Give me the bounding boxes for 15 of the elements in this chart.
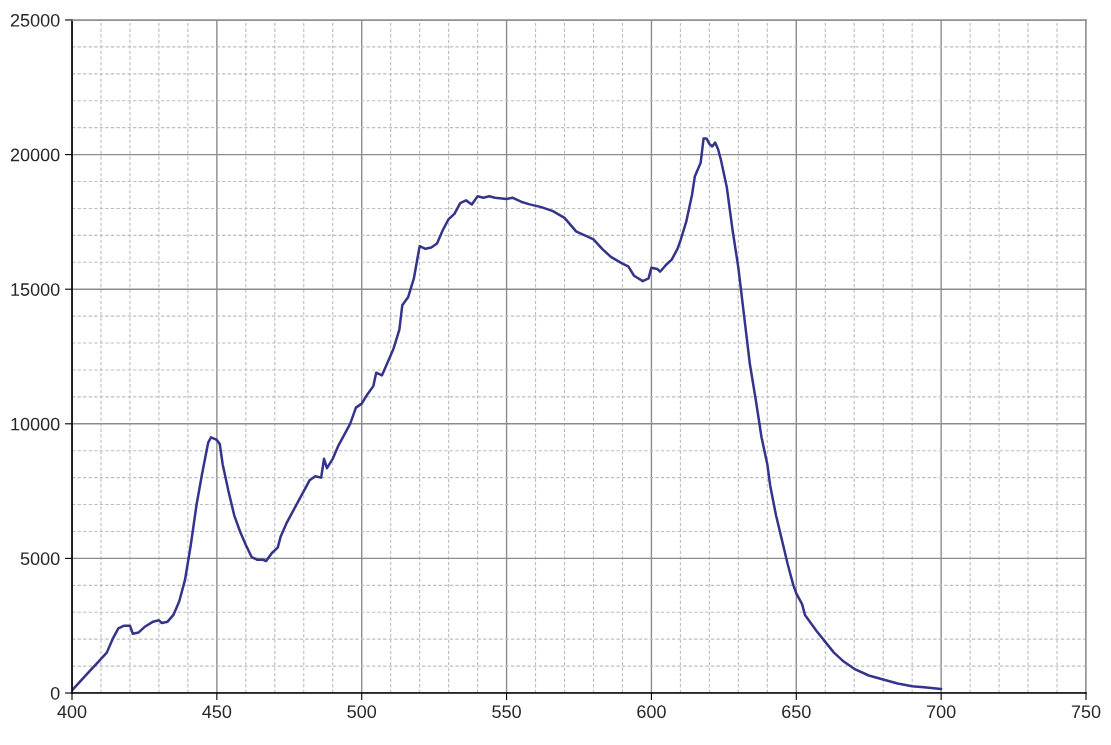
x-tick-label: 750 (1071, 705, 1101, 719)
y-tick-label: 15000 (11, 283, 60, 296)
x-tick-label: 650 (782, 705, 811, 719)
y-tick-label: 5000 (20, 552, 60, 566)
y-tick-label: 0 (50, 686, 60, 700)
line-series (72, 137, 943, 692)
x-tick-label: 700 (927, 705, 956, 719)
x-tick-label: 550 (492, 705, 521, 719)
x-tick-label: 600 (637, 705, 666, 719)
y-tick-label: 25000 (10, 13, 60, 27)
x-tick-label: 400 (57, 705, 87, 719)
y-tick-label: 10000 (11, 417, 60, 431)
x-tick-label: 450 (202, 705, 232, 719)
y-tick-label: 20000 (10, 148, 60, 162)
x-tick-label: 500 (347, 705, 377, 719)
